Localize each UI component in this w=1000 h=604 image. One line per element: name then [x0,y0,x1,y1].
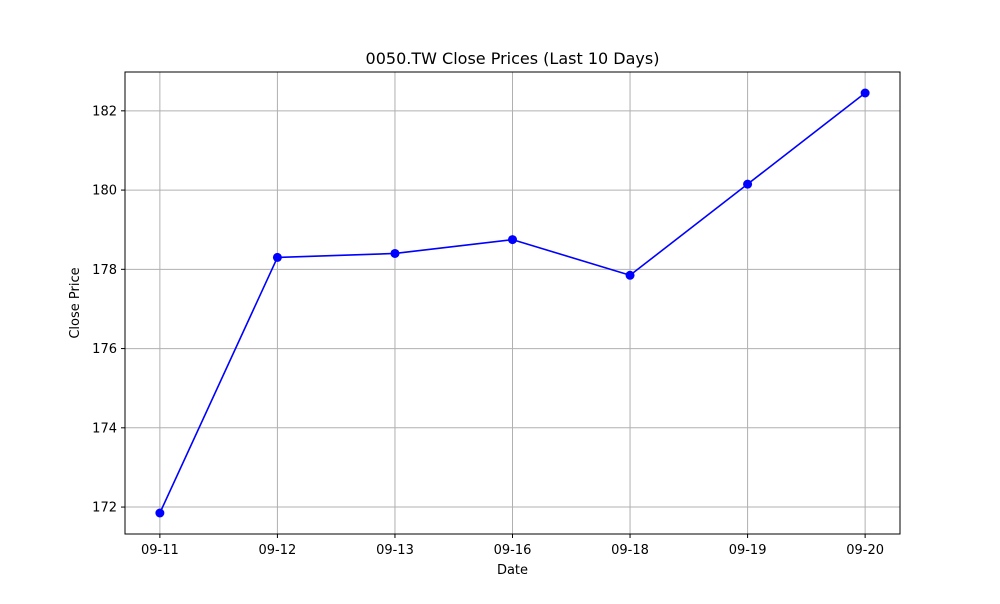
y-tick-label: 178 [92,263,117,278]
series-layer [155,88,870,518]
y-tick-label: 182 [92,104,117,119]
x-tick-label: 09-16 [494,543,532,558]
ticks: 09-11 09-12 09-13 09-16 09-18 09-19 09-20 172 17… [92,104,884,558]
grid [125,72,900,534]
y-tick-label: 172 [92,501,117,516]
x-tick-label: 09-18 [611,543,649,558]
x-tick-label: 09-20 [846,543,884,558]
x-axis-label: Date [497,563,528,578]
x-tick-label: 09-12 [259,543,297,558]
data-point [743,179,753,189]
x-tick-label: 09-11 [141,543,179,558]
chart-title: 0050.TW Close Prices (Last 10 Days) [366,49,660,68]
y-tick-label: 174 [92,421,117,436]
y-tick-label: 180 [92,184,117,199]
y-axis-label: Close Price [68,267,83,338]
data-point [390,248,400,258]
data-point [155,508,165,518]
x-tick-label: 09-13 [376,543,414,558]
y-tick-label: 176 [92,342,117,357]
data-point [860,88,870,98]
x-tick-label: 09-19 [729,543,767,558]
data-point [272,252,282,262]
data-point [625,270,635,280]
data-point [508,235,517,245]
